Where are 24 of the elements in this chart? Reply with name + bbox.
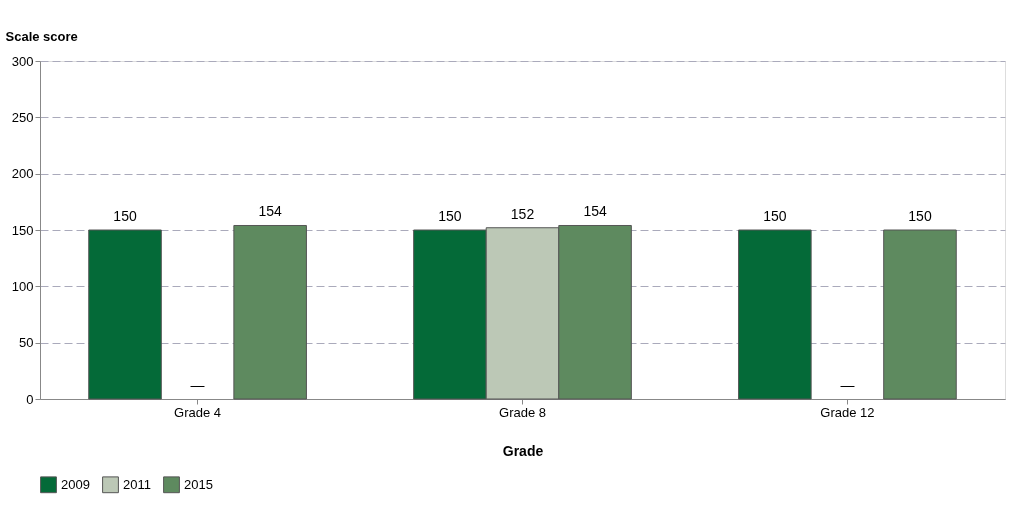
- x-tick-label: Grade 12: [820, 404, 875, 420]
- data-label: 150: [763, 208, 787, 224]
- data-label: 152: [510, 205, 535, 222]
- data-label: 154: [583, 203, 607, 220]
- y-tick-label: 250: [11, 109, 34, 125]
- y-tick-label: 100: [11, 278, 34, 294]
- data-label: 150: [908, 208, 932, 224]
- text: —: [190, 377, 205, 393]
- legend-label: 2009: [61, 476, 90, 492]
- x-tick-label: Grade 8: [499, 404, 546, 420]
- x-axis-title: Grade: [502, 442, 544, 459]
- y-tick-label: 50: [19, 335, 34, 351]
- x-tick-label: Grade 4: [174, 404, 222, 420]
- y-axis-title: Scale score: [5, 28, 78, 44]
- data-label: 150: [438, 208, 462, 224]
- text: —: [840, 377, 855, 393]
- y-tick-label: 300: [11, 53, 34, 69]
- data-label: 150: [113, 208, 137, 224]
- data-label: 154: [258, 203, 283, 220]
- y-tick-label: 200: [11, 166, 34, 182]
- legend-label: 2015: [184, 476, 213, 492]
- y-tick-label: 150: [11, 222, 34, 238]
- y-tick-label: 0: [26, 391, 34, 407]
- legend-label: 2011: [123, 476, 151, 492]
